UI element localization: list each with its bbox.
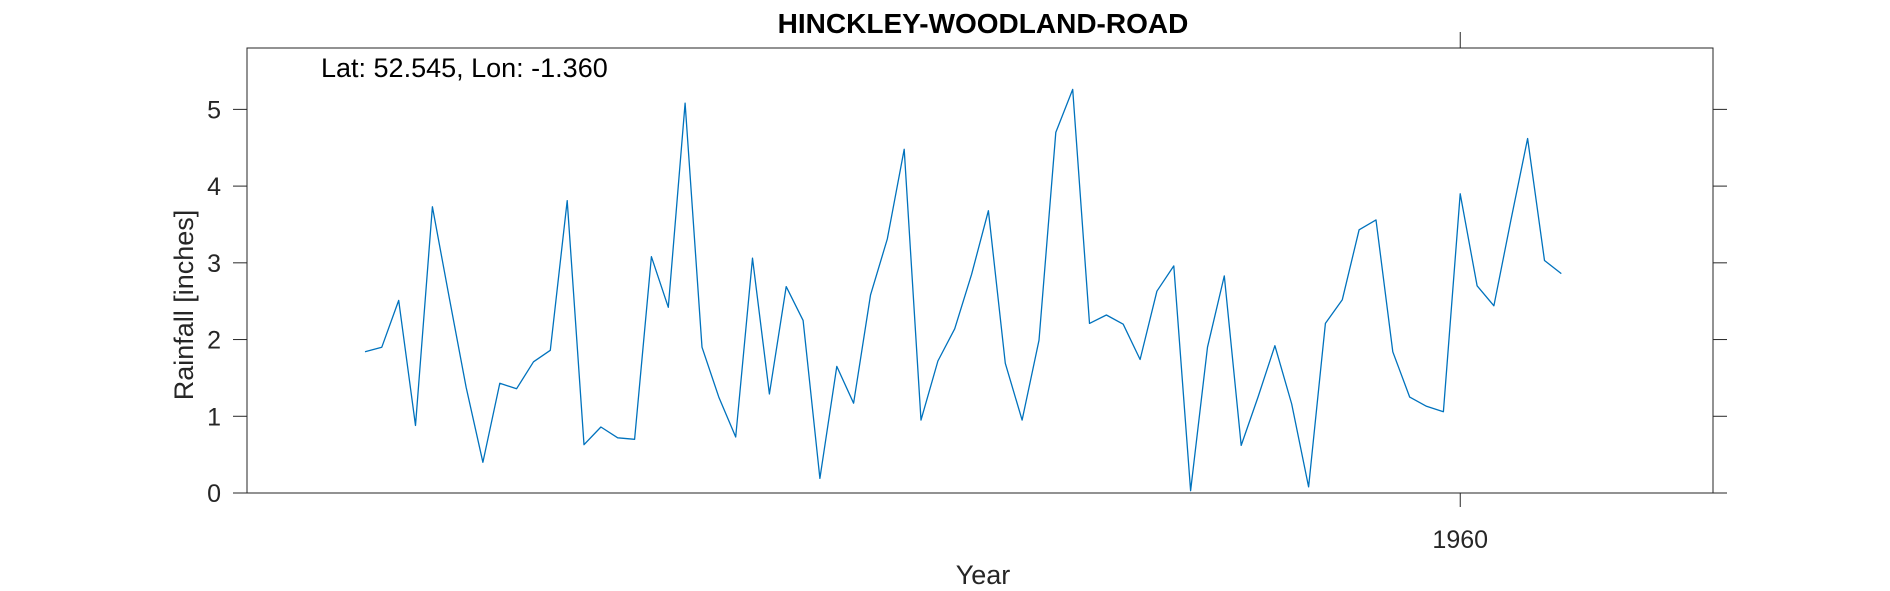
data-point — [1443, 411, 1445, 413]
data-point — [566, 200, 568, 202]
data-point — [819, 478, 821, 480]
data-point — [1510, 220, 1512, 222]
data-point — [1122, 323, 1124, 325]
y-tick-label: 1 — [207, 403, 221, 431]
data-point — [1224, 275, 1226, 277]
data-points — [364, 89, 1562, 492]
data-point — [634, 438, 636, 440]
data-point — [600, 426, 602, 428]
data-point — [381, 346, 383, 348]
data-point — [667, 307, 669, 309]
x-axis-title: Year — [956, 560, 1011, 590]
data-point — [1240, 445, 1242, 447]
location-annotation: Lat: 52.545, Lon: -1.360 — [321, 53, 608, 83]
data-point — [1106, 314, 1108, 316]
y-tick-label: 5 — [207, 96, 221, 124]
y-tick-label: 3 — [207, 250, 221, 278]
rainfall-series-line — [364, 88, 1562, 492]
data-point — [802, 320, 804, 322]
data-point — [853, 402, 855, 404]
data-point — [903, 148, 905, 150]
data-point — [1459, 193, 1461, 195]
data-point — [988, 210, 990, 212]
data-point — [1190, 490, 1192, 492]
data-point — [448, 297, 450, 299]
y-tick-label: 4 — [207, 173, 221, 201]
data-point — [465, 386, 467, 388]
data-point — [583, 444, 585, 446]
data-point — [1173, 265, 1175, 267]
y-axis-title: Rainfall [inches] — [169, 210, 199, 401]
axis-ticks — [233, 32, 1727, 507]
data-point — [701, 346, 703, 348]
data-point — [1325, 323, 1327, 325]
data-point — [1409, 396, 1411, 398]
data-point — [870, 294, 872, 296]
data-point — [752, 257, 754, 259]
data-point — [617, 437, 619, 439]
data-point — [718, 396, 720, 398]
data-point — [1257, 396, 1259, 398]
data-point — [785, 286, 787, 288]
data-point — [415, 425, 417, 427]
y-tick-label: 0 — [207, 480, 221, 508]
data-point — [1392, 351, 1394, 353]
data-point — [1561, 273, 1563, 275]
data-point — [735, 436, 737, 438]
data-point — [1544, 260, 1546, 262]
y-tick-label: 2 — [207, 327, 221, 355]
data-point — [1476, 285, 1478, 287]
data-point — [684, 102, 686, 104]
chart-title: HINCKLEY-WOODLAND-ROAD — [778, 8, 1189, 39]
data-point — [1072, 89, 1074, 91]
data-point — [651, 256, 653, 258]
data-point — [1004, 363, 1006, 365]
data-point — [1055, 132, 1057, 134]
data-point — [1274, 345, 1276, 347]
data-point — [482, 462, 484, 464]
data-point — [364, 351, 366, 353]
data-point — [1527, 138, 1529, 140]
data-point — [1207, 346, 1209, 348]
data-point — [1139, 359, 1141, 361]
x-tick-label: 1960 — [1432, 526, 1488, 554]
data-point — [769, 393, 771, 395]
data-point — [533, 361, 535, 363]
data-point — [499, 382, 501, 384]
data-point — [432, 206, 434, 208]
data-point — [1375, 219, 1377, 221]
data-point — [971, 274, 973, 276]
data-point — [1426, 406, 1428, 408]
data-point — [920, 419, 922, 421]
data-point — [398, 300, 400, 302]
data-point — [1038, 340, 1040, 342]
data-point — [954, 328, 956, 330]
data-point — [1358, 229, 1360, 231]
data-point — [1021, 419, 1023, 421]
data-point — [516, 388, 518, 390]
data-point — [887, 238, 889, 240]
data-point — [1493, 305, 1495, 307]
data-point — [937, 360, 939, 362]
data-point — [1089, 323, 1091, 325]
axis-tick-labels: 0 1 2 3 4 5 1960 — [207, 96, 1488, 554]
data-point — [1308, 486, 1310, 488]
data-point — [1291, 403, 1293, 405]
data-point — [836, 366, 838, 368]
data-point — [1341, 299, 1343, 301]
plot-frame — [246, 47, 1714, 494]
data-point — [550, 349, 552, 351]
data-point — [1156, 290, 1158, 292]
